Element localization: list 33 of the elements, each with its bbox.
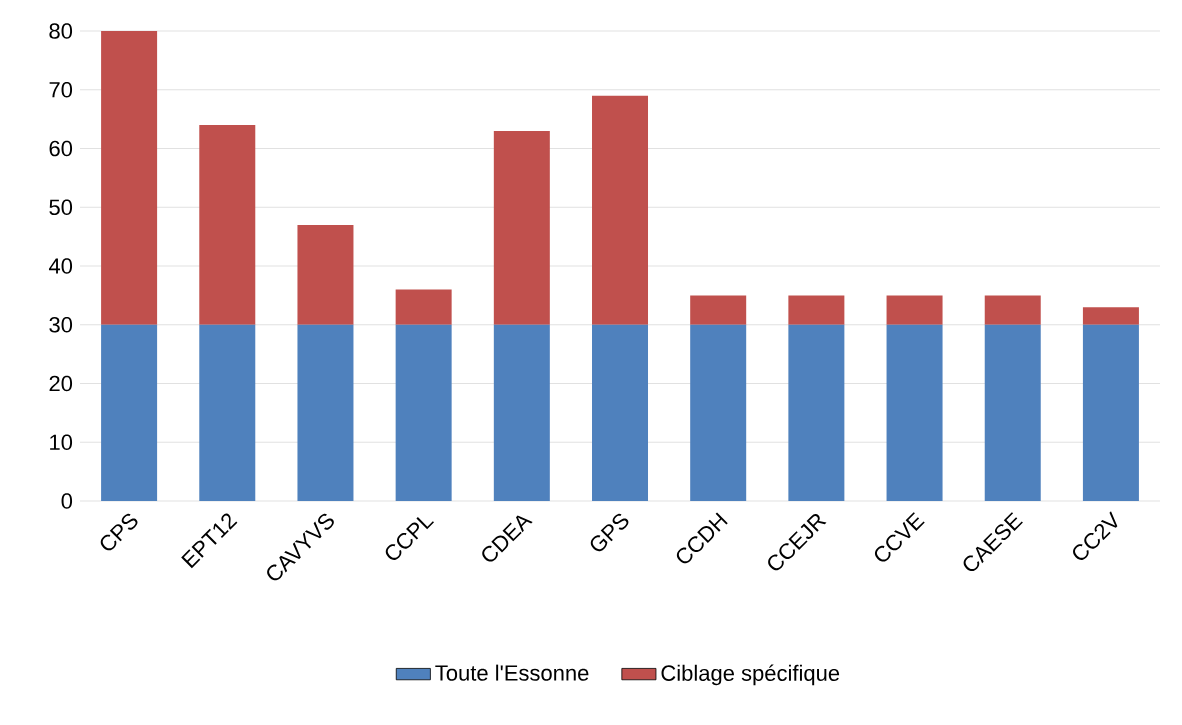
y-tick-label: 50: [49, 199, 73, 216]
bar: [199, 125, 256, 325]
bar: [297, 224, 354, 325]
y-tick-label: 40: [48, 258, 73, 274]
bar: [592, 324, 649, 501]
bar: [101, 31, 158, 325]
bar: [690, 295, 747, 325]
bar: [395, 324, 452, 501]
bar: [101, 324, 158, 501]
bar: [984, 324, 1041, 501]
y-tick-label: 30: [49, 316, 73, 333]
bar: [690, 324, 747, 501]
y-tick-label: 70: [49, 81, 73, 98]
bar: [297, 324, 354, 501]
legend-label: Ciblage spécifique: [661, 664, 840, 686]
y-tick-label: 10: [50, 434, 73, 451]
bar: [493, 324, 550, 501]
bar: [984, 295, 1041, 325]
bar: [395, 289, 452, 325]
legend-label: Toute l'Essonne: [435, 664, 589, 681]
bar: [199, 324, 256, 501]
bar: [788, 295, 845, 325]
bar: [788, 324, 845, 501]
bar: [1082, 307, 1139, 325]
bar: [592, 95, 649, 325]
y-tick-label: 0: [61, 493, 73, 509]
y-tick-label: 60: [49, 140, 73, 157]
bar: [886, 324, 943, 501]
bar: [493, 130, 550, 325]
y-tick-label: 20: [49, 375, 73, 392]
y-tick-label: 80: [49, 23, 73, 39]
bar: [1082, 324, 1139, 501]
bar: [886, 295, 943, 325]
